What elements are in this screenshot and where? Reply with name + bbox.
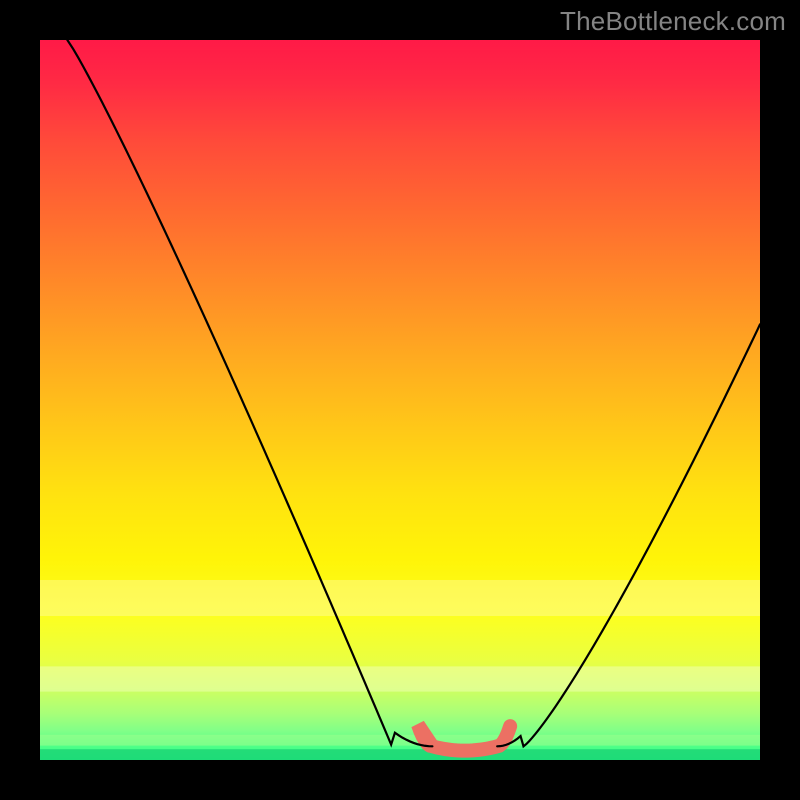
curve-right: [497, 324, 760, 746]
curve-left: [67, 40, 432, 746]
curve-layer: [40, 40, 760, 760]
plot-area: [40, 40, 760, 760]
chart-frame: TheBottleneck.com: [0, 0, 800, 800]
watermark-text: TheBottleneck.com: [560, 6, 786, 37]
